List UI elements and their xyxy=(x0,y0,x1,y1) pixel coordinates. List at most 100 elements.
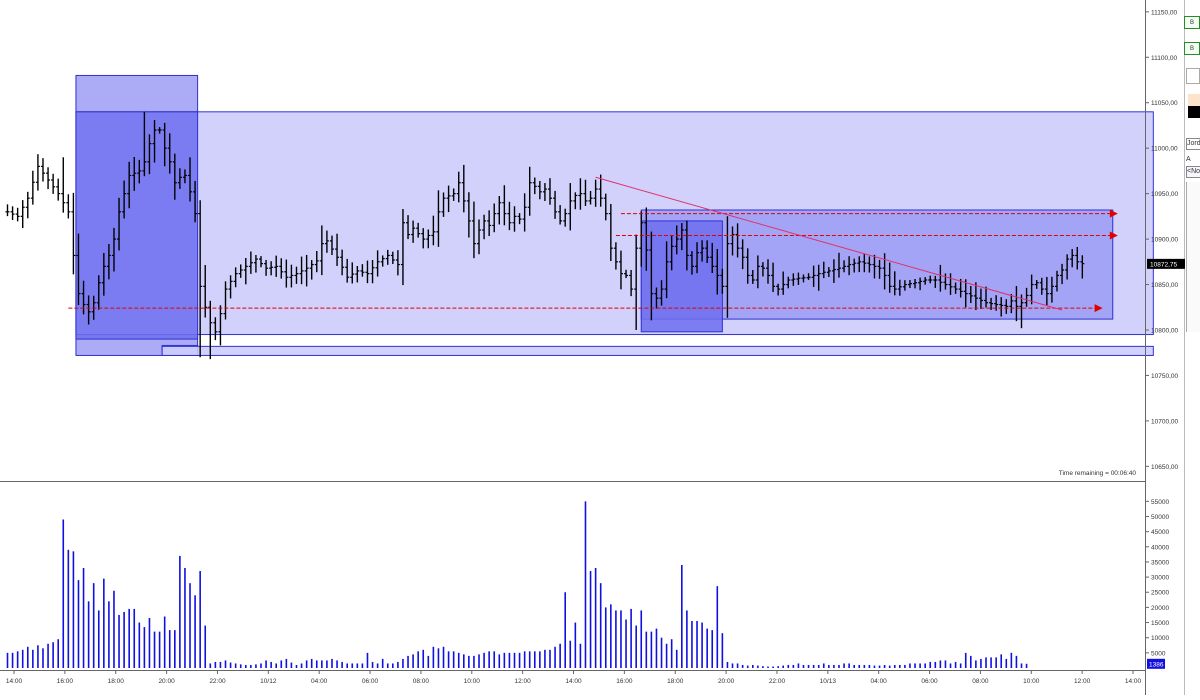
price-bar-114 xyxy=(583,179,588,207)
price-bar-47 xyxy=(243,257,248,285)
volume-tick-label-10: 5000 xyxy=(1151,650,1166,657)
price-bar-208 xyxy=(1060,263,1065,285)
price-bar-153 xyxy=(781,271,786,295)
price-bar-199 xyxy=(1014,286,1019,322)
price-bar-12 xyxy=(66,194,71,219)
time-tick-label-6: 04:00 xyxy=(311,678,328,685)
price-bar-76 xyxy=(390,251,395,265)
price-bar-160 xyxy=(816,264,821,291)
time-tick-label-12: 16:00 xyxy=(616,678,633,685)
price-bar-170 xyxy=(867,256,872,273)
price-bar-3 xyxy=(20,200,25,229)
zone-box-2 xyxy=(75,111,199,340)
price-bar-57 xyxy=(294,266,299,284)
price-bar-110 xyxy=(563,208,568,227)
side-label-jord[interactable]: Jord xyxy=(1186,138,1200,150)
price-bar-184 xyxy=(938,264,943,292)
time-tick-label-20: 10:00 xyxy=(1023,678,1040,685)
price-bar-128 xyxy=(654,287,659,309)
price-bar-159 xyxy=(811,265,816,287)
price-bar-145 xyxy=(740,239,745,270)
price-bar-186 xyxy=(948,273,953,295)
price-bar-48 xyxy=(248,251,253,274)
price-bar-138 xyxy=(705,240,710,263)
price-bar-140 xyxy=(715,248,720,295)
price-bar-68 xyxy=(350,262,355,284)
price-bar-67 xyxy=(345,258,350,283)
price-bar-157 xyxy=(801,274,806,283)
price-bar-72 xyxy=(370,260,375,284)
price-bar-180 xyxy=(918,277,923,291)
time-tick-label-13: 18:00 xyxy=(667,678,684,685)
price-bar-44 xyxy=(228,275,233,299)
price-bar-37 xyxy=(193,181,198,223)
volume-tick-label-0: 55000 xyxy=(1151,499,1169,506)
price-bar-24 xyxy=(127,161,132,209)
price-bar-107 xyxy=(547,178,552,205)
price-bar-25 xyxy=(132,156,137,191)
last-price-marker: 10872,75 xyxy=(1147,258,1185,269)
price-bar-52 xyxy=(269,261,274,276)
price-bar-119 xyxy=(608,203,613,261)
time-tick-label-10: 12:00 xyxy=(514,678,531,685)
price-bar-179 xyxy=(913,278,918,289)
price-bar-27 xyxy=(142,111,147,177)
price-bar-49 xyxy=(253,254,258,273)
price-bar-62 xyxy=(319,225,324,276)
side-panel-box[interactable] xyxy=(1186,68,1200,84)
last-volume-label: 1386 xyxy=(1149,661,1164,668)
volume-tick-label-9: 10000 xyxy=(1151,635,1169,642)
side-color-swatch-black[interactable] xyxy=(1188,106,1200,118)
price-bar-111 xyxy=(568,183,573,231)
price-bar-175 xyxy=(892,271,897,296)
side-button-1[interactable]: B xyxy=(1184,16,1200,29)
price-bar-113 xyxy=(578,178,583,210)
time-tick-label-17: 04:00 xyxy=(871,678,888,685)
side-label-a: A xyxy=(1186,156,1191,163)
price-bar-141 xyxy=(720,268,725,294)
price-bar-86 xyxy=(441,192,446,217)
price-bar-101 xyxy=(517,213,522,225)
price-bar-46 xyxy=(238,264,243,278)
price-bars xyxy=(5,111,1085,360)
price-bar-118 xyxy=(603,193,608,221)
side-button-2[interactable]: B xyxy=(1184,42,1200,55)
price-bar-8 xyxy=(46,167,51,190)
time-tick-label-2: 18:00 xyxy=(108,678,125,685)
price-tick-label-5: 10900,00 xyxy=(1151,237,1178,244)
volume-tick-label-3: 40000 xyxy=(1151,544,1169,551)
price-bar-158 xyxy=(806,273,811,280)
price-bar-197 xyxy=(1004,299,1009,314)
price-bar-207 xyxy=(1054,270,1059,292)
time-tick-label-7: 06:00 xyxy=(362,678,379,685)
price-bar-193 xyxy=(984,286,989,308)
price-bar-0 xyxy=(5,204,10,217)
price-bar-156 xyxy=(796,272,801,285)
price-tick-label-8: 10750,00 xyxy=(1151,373,1178,380)
price-bar-78 xyxy=(400,209,405,286)
time-tick-label-16: 10/13 xyxy=(820,678,837,685)
price-bar-21 xyxy=(111,227,116,272)
side-color-swatch-peach[interactable] xyxy=(1188,94,1200,106)
price-bar-134 xyxy=(684,220,689,271)
last-volume-marker: 1386 xyxy=(1147,658,1165,669)
price-bar-163 xyxy=(831,259,836,283)
price-bar-206 xyxy=(1049,276,1054,303)
price-bar-105 xyxy=(537,180,542,200)
side-label-no[interactable]: <No xyxy=(1186,166,1200,178)
last-price-label: 10872,75 xyxy=(1150,261,1177,268)
price-bar-91 xyxy=(466,192,471,238)
time-tick-label-21: 12:00 xyxy=(1074,678,1091,685)
price-bar-35 xyxy=(182,169,187,184)
price-bar-144 xyxy=(735,223,740,258)
price-bar-205 xyxy=(1044,276,1049,306)
price-bar-7 xyxy=(40,158,45,182)
time-tick-label-4: 22:00 xyxy=(209,678,226,685)
time-tick-label-14: 20:00 xyxy=(718,678,735,685)
time-remaining: Time remaining = 00:06:40 xyxy=(1059,470,1137,477)
price-bar-168 xyxy=(857,256,862,273)
price-bar-130 xyxy=(664,241,669,299)
price-bar-210 xyxy=(1070,249,1075,268)
